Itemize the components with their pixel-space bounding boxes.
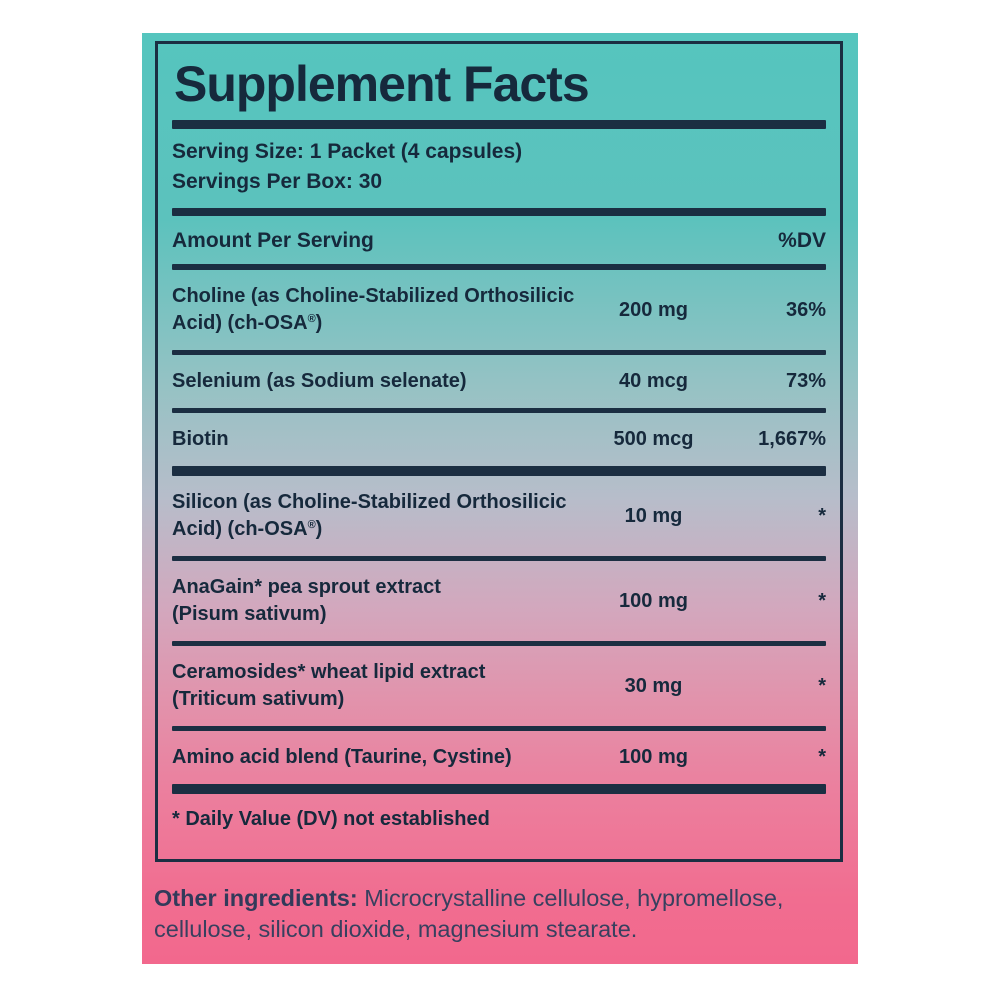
ingredient-dv: * <box>818 504 826 527</box>
ingredient-amount: 30 mg <box>624 674 683 697</box>
ingredient-row: Biotin 500 mcg 1,667% <box>172 413 826 466</box>
serving-size-text: Serving Size: 1 Packet (4 capsules) <box>172 140 523 163</box>
ingredient-name: Biotin <box>172 428 229 450</box>
other-ingredients: Other ingredients: Microcrystalline cell… <box>154 883 848 945</box>
ingredient-amount: 100 mg <box>619 746 688 768</box>
ingredient-row: Selenium (as Sodium selenate) 40 mcg 73% <box>172 355 826 408</box>
ingredient-amount: 500 mcg <box>613 428 694 450</box>
row-divider <box>172 466 826 476</box>
ingredient-dv: * <box>818 589 826 612</box>
ingredient-amount: 100 mg <box>619 589 688 612</box>
row-divider <box>172 641 826 646</box>
table-header-row: Amount Per Serving %DV <box>172 216 826 264</box>
title-divider <box>172 120 826 129</box>
ingredient-amount: 40 mcg <box>619 370 688 392</box>
ingredient-name: Silicon (as Choline-Stabilized Orthosili… <box>172 491 567 540</box>
ingredient-row: Amino acid blend (Taurine, Cystine) 100 m… <box>172 731 826 784</box>
ingredient-row: Silicon (as Choline-Stabilized Orthosili… <box>172 476 826 556</box>
registered-mark: ® <box>307 313 316 325</box>
percent-dv-header: %DV <box>778 229 826 252</box>
servings-per-box-text: Servings Per Box: 30 <box>172 169 383 193</box>
ingredient-name: Ceramosides* wheat lipid extract (Triticu… <box>172 661 486 710</box>
ingredient-amount: 200 mg <box>619 298 688 321</box>
supplement-facts-box: Supplement Facts Serving Size: 1 Packet … <box>155 41 843 862</box>
other-ingredients-text: Microcrystalline cellulose, hypromellose… <box>154 885 784 942</box>
row-divider <box>172 726 826 731</box>
ingredient-row: AnaGain* pea sprout extract (Pisum sativu… <box>172 561 826 641</box>
ingredient-dv: 36% <box>785 298 826 321</box>
ingredient-name: Amino acid blend (Taurine, Cystine) <box>172 746 512 768</box>
ingredient-row: Choline (as Choline-Stabilized Orthosili… <box>172 270 826 350</box>
ingredient-dv: 1,667% <box>758 428 826 450</box>
other-ingredients-label: Other ingredients: <box>154 885 358 911</box>
ingredient-row: Ceramosides* wheat lipid extract (Triticu… <box>172 646 826 726</box>
serving-info: Serving Size: 1 Packet (4 capsules) Serv… <box>172 137 826 196</box>
dv-footnote: * Daily Value (DV) not established <box>172 808 490 830</box>
ingredient-name: AnaGain* pea sprout extract (Pisum sativu… <box>172 576 441 625</box>
row-divider <box>172 556 826 561</box>
registered-mark: ® <box>307 519 316 531</box>
row-divider <box>172 408 826 413</box>
ingredient-dv: * <box>818 674 826 697</box>
ingredient-dv: 73% <box>785 370 826 392</box>
panel-title: Supplement Facts <box>174 56 590 112</box>
header-divider <box>172 264 826 270</box>
ingredient-name: Choline (as Choline-Stabilized Orthosili… <box>172 285 575 334</box>
ingredient-amount: 10 mg <box>624 504 683 527</box>
gradient-panel: Supplement Facts Serving Size: 1 Packet … <box>142 33 858 964</box>
row-divider <box>172 350 826 355</box>
ingredient-dv: * <box>818 746 826 768</box>
amount-per-serving-header: Amount Per Serving <box>172 229 374 252</box>
serving-divider <box>172 208 826 216</box>
ingredient-rows: Choline (as Choline-Stabilized Orthosili… <box>172 270 826 794</box>
row-divider <box>172 784 826 794</box>
ingredient-name: Selenium (as Sodium selenate) <box>172 370 467 392</box>
